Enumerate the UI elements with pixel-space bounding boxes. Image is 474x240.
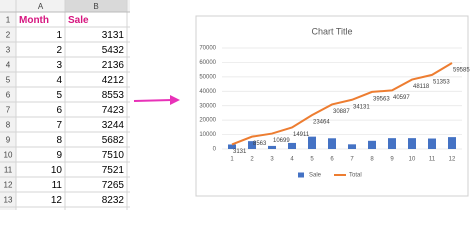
row-number: 5: [6, 76, 11, 85]
data-label: 39563: [373, 96, 390, 102]
bar: [308, 136, 316, 149]
bar: [228, 144, 236, 149]
data-label: 34131: [353, 104, 370, 110]
x-tick-label: 9: [390, 157, 394, 163]
data-label: 8563: [253, 141, 267, 147]
row-number: 6: [6, 91, 11, 100]
y-tick-label: 50000: [199, 74, 216, 80]
cell: 4212: [102, 75, 125, 86]
bar: [408, 138, 416, 149]
column-header: B: [93, 2, 98, 11]
cell: 8553: [102, 90, 125, 101]
arrow: [133, 95, 180, 105]
bar: [388, 138, 396, 149]
x-tick-label: 4: [290, 157, 294, 163]
cell: 12: [51, 195, 63, 206]
line: [231, 62, 453, 146]
bar: [328, 138, 336, 149]
cell: 7510: [102, 150, 125, 161]
row-number: 8: [6, 121, 11, 130]
row-number: 9: [6, 136, 11, 145]
data-label: 40597: [393, 95, 410, 101]
x-tick-label: 12: [449, 157, 456, 163]
cell: 5682: [102, 135, 125, 146]
cell: 3244: [102, 120, 125, 131]
row-number: 1: [6, 16, 11, 25]
bar: [288, 142, 296, 149]
data-label: 14911: [293, 132, 310, 138]
row-number: 11: [4, 166, 13, 175]
cell: 2136: [102, 60, 125, 71]
cell: 10: [51, 165, 63, 176]
data-label: 23464: [313, 120, 330, 126]
bar: [448, 137, 456, 149]
data-label: 51353: [433, 79, 450, 85]
bar: [348, 144, 356, 149]
y-tick-label: 70000: [199, 46, 216, 52]
data-label: 59585: [453, 68, 470, 74]
legend-swatch: [298, 172, 304, 178]
legend-label: Total: [349, 173, 362, 179]
data-label: 10699: [273, 138, 290, 144]
cell: 8: [56, 135, 62, 146]
header-cell: Sale: [68, 15, 89, 26]
cell: 1: [56, 30, 62, 41]
legend-label: Sale: [309, 173, 322, 179]
bar: [428, 138, 436, 149]
y-tick-label: 40000: [199, 89, 216, 95]
row-number: 2: [6, 31, 11, 40]
data-label: 3131: [233, 149, 247, 155]
x-tick-label: 8: [370, 157, 374, 163]
chart-title: Chart Title: [311, 26, 352, 36]
row-number: 4: [6, 61, 11, 70]
cell: 3131: [102, 30, 125, 41]
x-tick-label: 6: [330, 157, 334, 163]
y-tick-label: 20000: [199, 118, 216, 124]
cell: 7423: [102, 105, 125, 116]
cell: 11: [52, 180, 63, 191]
x-tick-label: 5: [310, 157, 314, 163]
y-tick-label: 10000: [199, 132, 216, 138]
data-label: 48118: [413, 84, 430, 90]
row-number: 3: [6, 46, 11, 55]
cell: 7521: [102, 165, 125, 176]
x-tick-label: 7: [350, 157, 354, 163]
y-tick-label: 30000: [199, 103, 216, 109]
cell: 2: [56, 45, 62, 56]
bar: [248, 141, 256, 149]
y-tick-label: 0: [213, 147, 217, 153]
cell: 5: [56, 90, 62, 101]
row-number: 10: [4, 151, 13, 160]
cell: 6: [56, 105, 62, 116]
cell: 7: [56, 120, 62, 131]
page: A B 1 2 3 4 5 6 7 8 9 10 11 12 13 Month Sale 1 3131 2 5432 3 2…: [0, 0, 471, 210]
data-label: 30887: [333, 109, 350, 115]
x-tick-label: 11: [429, 157, 436, 163]
bar: [368, 140, 376, 149]
row-header-bar: [0, 12, 16, 210]
x-tick-label: 10: [409, 157, 416, 163]
cell: 9: [56, 150, 62, 161]
row-number: 13: [4, 196, 13, 205]
selected-column: [65, 0, 127, 12]
cell: 4: [56, 75, 62, 86]
cell: 8232: [102, 195, 125, 206]
cell: 5432: [102, 45, 125, 56]
x-tick-label: 3: [270, 157, 274, 163]
x-tick-label: 1: [230, 157, 234, 163]
bar: [268, 145, 276, 149]
row-number: 7: [6, 106, 11, 115]
cell: 3: [56, 60, 62, 71]
y-tick-label: 60000: [199, 60, 216, 66]
row-number: 12: [4, 181, 13, 190]
header-cell: Month: [19, 15, 49, 26]
column-header: A: [38, 2, 44, 11]
x-tick-label: 2: [250, 157, 254, 163]
cell: 7265: [102, 180, 125, 191]
